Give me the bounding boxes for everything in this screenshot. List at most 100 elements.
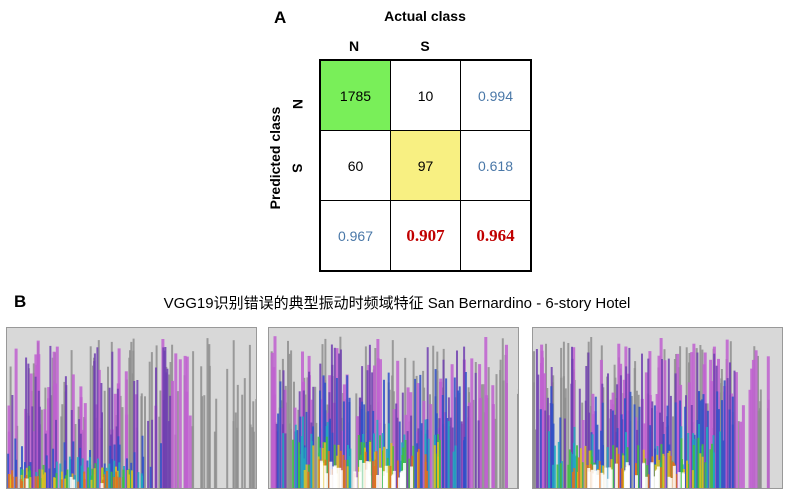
spectrogram-streak	[550, 386, 553, 488]
spectrogram-streak	[376, 475, 380, 488]
spectrogram-streak	[699, 400, 702, 488]
spectrogram-streak	[213, 431, 216, 488]
spectrogram-streak	[243, 378, 246, 488]
spectrogram-streak	[441, 395, 444, 488]
spectrogram-streak	[731, 396, 734, 488]
spectrogram-streak	[248, 344, 251, 488]
spectrogram-streak	[272, 394, 276, 488]
spectrogram-streak	[751, 359, 755, 488]
spectrogram-streak	[333, 467, 336, 488]
spectrogram-streak	[81, 458, 84, 488]
spectrogram-streak	[42, 474, 45, 488]
spectrogram-streak	[191, 426, 194, 488]
spectrogram-streak	[346, 466, 349, 488]
spectrogram-streak	[537, 374, 540, 488]
spectrogram-streak	[606, 447, 609, 488]
spectrogram-streak	[669, 395, 672, 488]
spectrogram-streak	[687, 382, 691, 488]
spectrogram-streak	[467, 402, 471, 488]
spectrogram-streak	[676, 353, 680, 488]
spectrogram-streak	[629, 391, 632, 488]
spectrogram-streak	[741, 405, 745, 488]
spectrogram-streak	[585, 366, 588, 488]
spectrogram-streak	[748, 389, 752, 488]
spectrogram-streak	[322, 375, 325, 488]
spectrogram-streak	[766, 356, 770, 488]
spectrogram-streak	[644, 476, 648, 488]
spectrogram-streak	[660, 467, 662, 488]
spectrogram-streak	[638, 406, 641, 488]
cell-false-n: 10	[391, 61, 461, 131]
spectrogram-streak	[684, 406, 687, 488]
spectrogram-streak	[339, 470, 343, 488]
spectrogram-streak	[625, 432, 627, 488]
spectrogram-streak	[721, 400, 723, 488]
spectrogram-streak	[122, 477, 125, 488]
spectrogram-streak	[636, 429, 639, 488]
spectrogram-streak	[93, 353, 96, 488]
spectrogram-streak	[391, 375, 394, 488]
spectrogram-streak	[355, 416, 359, 488]
spectrogram-streak	[487, 367, 490, 488]
spectrogram-streak	[115, 471, 118, 488]
spectrogram-streak	[560, 461, 563, 488]
spectrogram-streak	[600, 472, 604, 488]
spectrogram-streak	[617, 343, 621, 488]
spectrogram-streak	[383, 446, 386, 488]
spectrogram-streak	[432, 345, 435, 488]
spectrogram-streak	[382, 450, 384, 488]
spectrogram-streak	[594, 396, 597, 488]
spectrogram-streak	[270, 352, 274, 488]
spectrogram-streak	[21, 446, 23, 488]
spectrogram-streak	[630, 396, 633, 488]
spectrogram-streak	[339, 349, 342, 488]
spectrogram-streak	[414, 378, 417, 488]
spectrogram-streak	[29, 373, 33, 488]
spectrogram-streak	[121, 407, 124, 488]
spectrogram-streak	[64, 478, 67, 488]
spectrogram-streak	[568, 449, 571, 488]
spectrogram-streak	[596, 424, 599, 488]
spectrogram-streak	[292, 439, 294, 488]
spectrogram-streak	[454, 445, 457, 488]
spectrogram-streak	[40, 409, 43, 488]
spectrogram-streak	[387, 465, 390, 488]
spectrogram-streak	[581, 462, 584, 488]
spectrogram-streak	[607, 478, 611, 488]
spectrogram-streak	[390, 443, 393, 488]
spectrogram-streak	[129, 350, 131, 488]
spectrogram-streak	[55, 419, 57, 488]
spectrogram-streak	[372, 461, 375, 488]
spectrogram-streak	[142, 456, 145, 488]
spectrogram-streak	[646, 465, 649, 488]
spectrogram-streak	[389, 465, 392, 488]
spectrogram-streak	[562, 341, 565, 488]
spectrogram-streak	[667, 358, 670, 488]
spectrogram-streak	[412, 360, 415, 488]
spectrogram-streak	[621, 468, 624, 488]
spectrogram-streak	[232, 340, 235, 488]
spectrogram-streak	[692, 445, 695, 488]
spectrogram-streak	[108, 387, 111, 488]
spectrogram-streak	[61, 404, 64, 488]
predicted-class-title: Predicted class	[267, 106, 283, 210]
spectrogram-streak	[44, 472, 46, 488]
spectrogram-streak	[692, 343, 696, 488]
spectrogram-streak	[437, 442, 439, 488]
spectrogram-streak	[728, 409, 731, 488]
spectrogram-streak	[284, 433, 287, 488]
spectrogram-streak	[553, 445, 556, 488]
spectrogram-streak	[87, 467, 90, 488]
cell-precision-n: 0.994	[461, 61, 530, 131]
spectrogram-streak	[544, 410, 547, 488]
spectrogram-streak	[667, 453, 670, 488]
spectrogram-streak	[275, 423, 278, 488]
spectrogram-streak	[410, 415, 413, 488]
spectrogram-streak	[307, 471, 310, 488]
spectrogram-streak	[155, 367, 157, 488]
spectrogram-streak	[108, 463, 111, 488]
spectrogram-streak	[679, 400, 682, 488]
spectrogram-streak	[47, 398, 51, 488]
spectrogram-streak	[71, 374, 75, 488]
spectrogram-streak	[644, 372, 648, 488]
